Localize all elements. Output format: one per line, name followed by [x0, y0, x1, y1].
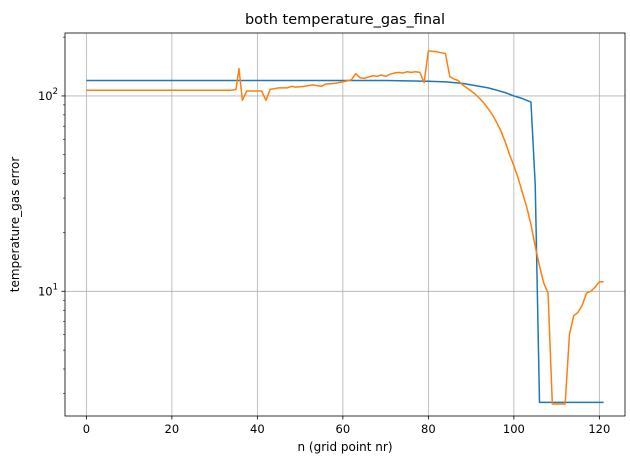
x-tick-label: 20: [165, 422, 180, 436]
x-tick-label: 40: [250, 422, 265, 436]
x-tick-label: 80: [421, 422, 436, 436]
x-tick-label: 0: [83, 422, 90, 436]
axis-ticks: 0 20 40 60 80 100 120 101 102: [38, 37, 610, 436]
y-axis-label: temperature_gas error: [8, 157, 22, 293]
y-tick-label: 102: [38, 87, 58, 103]
x-axis-label: n (grid point nr): [297, 440, 392, 454]
x-tick-label: 60: [336, 422, 351, 436]
series-line-2: [86, 51, 603, 404]
x-tick-label: 120: [588, 422, 610, 436]
series-line-1: [86, 80, 603, 402]
x-tick-label: 100: [503, 422, 525, 436]
chart-title: both temperature_gas_final: [245, 12, 445, 28]
y-tick-label: 101: [38, 282, 58, 298]
series-lines: [86, 51, 603, 404]
